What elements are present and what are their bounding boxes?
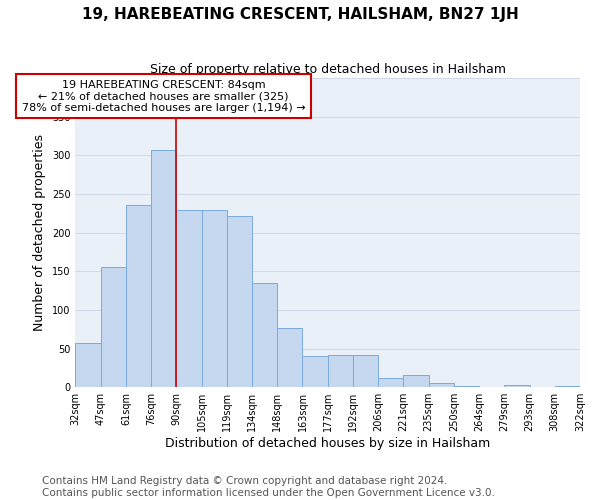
Bar	[126, 205, 151, 387]
Y-axis label: Number of detached properties: Number of detached properties	[34, 134, 46, 331]
Text: 19, HAREBEATING CRESCENT, HAILSHAM, BN27 1JH: 19, HAREBEATING CRESCENT, HAILSHAM, BN27…	[82, 8, 518, 22]
Bar	[328, 354, 353, 387]
Bar	[151, 150, 176, 387]
Bar	[176, 210, 202, 387]
Bar	[555, 386, 580, 387]
Bar	[378, 378, 403, 387]
Bar	[454, 386, 479, 387]
X-axis label: Distribution of detached houses by size in Hailsham: Distribution of detached houses by size …	[165, 437, 490, 450]
Bar	[101, 266, 126, 387]
Bar	[76, 343, 101, 387]
Bar	[227, 216, 252, 387]
Bar	[277, 328, 302, 387]
Bar	[353, 354, 378, 387]
Bar	[403, 375, 428, 387]
Bar	[252, 283, 277, 387]
Bar	[302, 356, 328, 387]
Text: 19 HAREBEATING CRESCENT: 84sqm
← 21% of detached houses are smaller (325)
78% of: 19 HAREBEATING CRESCENT: 84sqm ← 21% of …	[22, 80, 305, 113]
Bar	[202, 210, 227, 387]
Title: Size of property relative to detached houses in Hailsham: Size of property relative to detached ho…	[150, 62, 506, 76]
Bar	[505, 385, 530, 387]
Bar	[428, 382, 454, 387]
Text: Contains HM Land Registry data © Crown copyright and database right 2024.
Contai: Contains HM Land Registry data © Crown c…	[42, 476, 495, 498]
